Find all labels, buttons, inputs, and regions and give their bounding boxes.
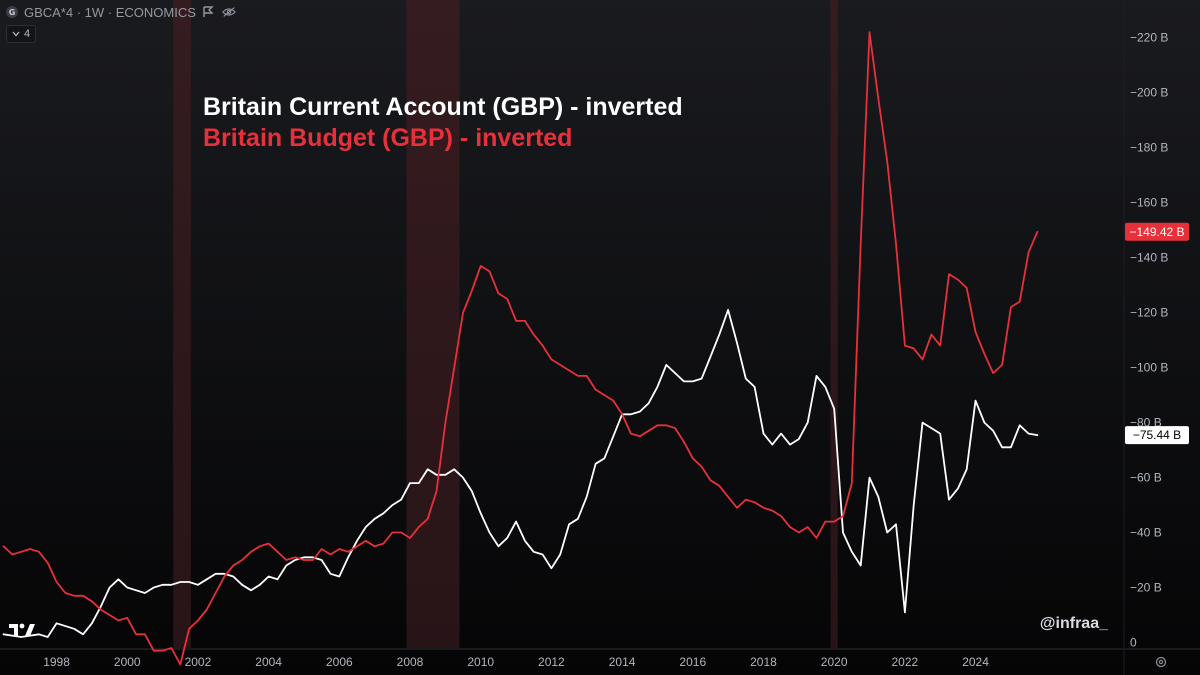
svg-text:−149.42 B: −149.42 B	[1129, 225, 1184, 239]
symbol-header: G GBCA*4 · 1W · ECONOMICS	[0, 0, 466, 24]
symbol-badge: G	[6, 6, 18, 18]
x-tick-label: 2020	[821, 655, 848, 669]
flag-icon[interactable]	[202, 5, 216, 19]
series-line-budget	[2, 31, 1039, 666]
svg-text:−75.44 B: −75.44 B	[1133, 428, 1181, 442]
x-tick-label: 2012	[538, 655, 565, 669]
x-tick-label: 2016	[679, 655, 706, 669]
x-tick-label: 2006	[326, 655, 353, 669]
y-tick-label: −20 B	[1130, 581, 1162, 595]
y-tick-label: −160 B	[1130, 196, 1168, 210]
tradingview-logo-icon	[9, 623, 35, 636]
y-tick-label: −180 B	[1130, 141, 1168, 155]
x-tick-label: 2022	[892, 655, 919, 669]
symbol-title[interactable]: GBCA*4 · 1W · ECONOMICS	[24, 4, 196, 20]
series-legend: Britain Current Account (GBP) - inverted…	[203, 92, 683, 154]
x-tick-label: 2004	[255, 655, 282, 669]
x-tick-label: 2010	[467, 655, 494, 669]
recession-band	[406, 0, 460, 648]
recession-band	[173, 0, 191, 648]
indicators-count: 4	[24, 28, 31, 40]
eye-off-icon[interactable]	[222, 5, 236, 19]
y-tick-label: 0	[1130, 636, 1137, 650]
x-tick-label: 2002	[185, 655, 212, 669]
y-tick-label: −200 B	[1130, 86, 1168, 100]
series-line-current-account	[2, 309, 1039, 638]
x-tick-label: 2000	[114, 655, 141, 669]
x-tick-label: 2024	[962, 655, 989, 669]
y-tick-label: −40 B	[1130, 526, 1162, 540]
y-tick-label: −100 B	[1130, 361, 1168, 375]
legend-budget: Britain Budget (GBP) - inverted	[203, 124, 573, 152]
x-tick-label: 1998	[43, 655, 70, 669]
x-tick-label: 2008	[397, 655, 424, 669]
recession-band	[830, 0, 838, 648]
chevron-down-icon	[12, 31, 20, 37]
last-value-label-current-account: −75.44 B	[1125, 426, 1189, 445]
watermark-handle: @infraa_	[1039, 615, 1108, 632]
y-tick-label: −120 B	[1130, 306, 1168, 320]
legend-current-account: Britain Current Account (GBP) - inverted	[203, 93, 683, 121]
y-tick-label: −60 B	[1130, 471, 1162, 485]
x-tick-label: 2018	[750, 655, 777, 669]
last-value-label-budget: −149.42 B	[1125, 222, 1189, 241]
y-tick-label: −220 B	[1130, 31, 1168, 45]
x-tick-label: 2014	[609, 655, 636, 669]
y-tick-label: −80 B	[1130, 416, 1162, 430]
y-tick-label: −140 B	[1130, 251, 1168, 265]
indicators-toggle-button[interactable]: 4	[6, 25, 37, 43]
gear-icon[interactable]	[1154, 655, 1168, 669]
